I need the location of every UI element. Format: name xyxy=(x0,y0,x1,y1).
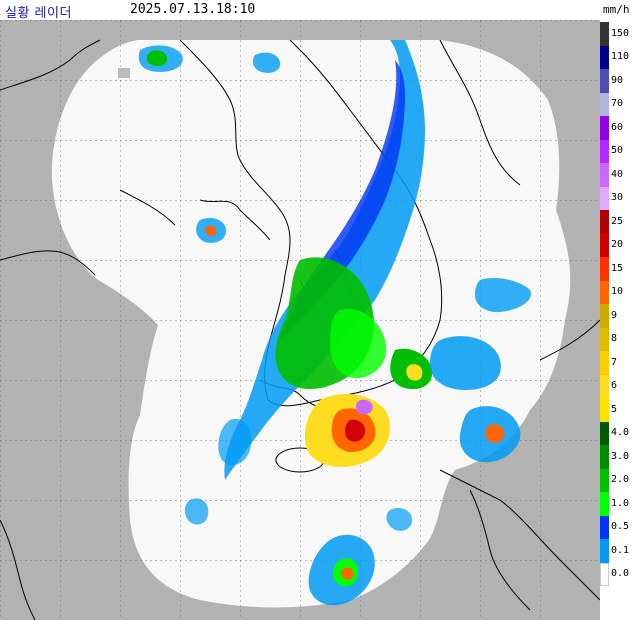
legend-label: 6 xyxy=(611,380,618,392)
legend-row: 70 xyxy=(600,92,635,116)
legend-label: 150 xyxy=(611,27,630,39)
legend-swatch xyxy=(600,163,609,187)
legend-row: 4.0 xyxy=(600,421,635,445)
legend-row: 0.5 xyxy=(600,515,635,539)
legend-swatch xyxy=(600,327,609,351)
legend-swatch xyxy=(600,539,609,563)
legend-label: 110 xyxy=(611,51,630,63)
legend-swatch xyxy=(600,492,609,516)
legend-swatch xyxy=(600,374,609,398)
legend-label: 3.0 xyxy=(611,450,630,462)
radar-map-canvas xyxy=(0,20,600,620)
legend-swatch xyxy=(600,304,609,328)
legend-row: 50 xyxy=(600,139,635,163)
legend-label: 60 xyxy=(611,121,624,133)
legend-swatch xyxy=(600,116,609,140)
legend-swatch xyxy=(600,45,609,69)
legend-swatch xyxy=(600,92,609,116)
legend-label: 4.0 xyxy=(611,427,630,439)
radar-echoes xyxy=(118,40,531,606)
legend-swatch xyxy=(600,421,609,445)
legend-row: 110 xyxy=(600,45,635,69)
legend-row: 150 xyxy=(600,22,635,46)
page-title: 실황 레이더 xyxy=(5,6,72,21)
legend-swatch xyxy=(600,280,609,304)
legend-row: 60 xyxy=(600,116,635,140)
legend-row: 1.0 xyxy=(600,492,635,516)
legend-label: 5 xyxy=(611,403,618,415)
precipitation-legend: 150 110 90 70 60 50 40 30 25 20 15 10 9 8 7 6 5 4.0 3.0 2.0… xyxy=(600,20,635,620)
legend-label: 90 xyxy=(611,74,624,86)
legend-swatch xyxy=(600,398,609,422)
legend-swatch xyxy=(600,351,609,375)
legend-label: 50 xyxy=(611,145,624,157)
legend-row: 7 xyxy=(600,351,635,375)
header-bar: 실황 레이더 2025.07.13.18:10 xyxy=(0,0,600,21)
legend-row: 15 xyxy=(600,257,635,281)
legend-row: 40 xyxy=(600,163,635,187)
legend-label: 1.0 xyxy=(611,497,630,509)
legend-swatch xyxy=(600,257,609,281)
radar-map[interactable] xyxy=(0,20,600,620)
legend-row: 6 xyxy=(600,374,635,398)
legend-unit: mm/h xyxy=(603,3,630,16)
legend-row: 0.1 xyxy=(600,539,635,563)
legend-label: 30 xyxy=(611,192,624,204)
legend-label: 2.0 xyxy=(611,474,630,486)
legend-swatch xyxy=(600,562,609,586)
legend-label: 7 xyxy=(611,356,618,368)
legend-label: 9 xyxy=(611,309,618,321)
legend-label: 40 xyxy=(611,168,624,180)
legend-swatch xyxy=(600,233,609,257)
legend-swatch xyxy=(600,515,609,539)
legend-row: 9 xyxy=(600,304,635,328)
legend-label: 15 xyxy=(611,262,624,274)
legend-swatch xyxy=(600,210,609,234)
legend-row: 3.0 xyxy=(600,445,635,469)
legend-row: 90 xyxy=(600,69,635,93)
legend-label: 10 xyxy=(611,286,624,298)
legend-row: 5 xyxy=(600,398,635,422)
legend-row: 30 xyxy=(600,186,635,210)
observation-timestamp: 2025.07.13.18:10 xyxy=(130,2,256,17)
legend-swatch xyxy=(600,445,609,469)
legend-row: 20 xyxy=(600,233,635,257)
legend-row: 0.0 xyxy=(600,562,635,586)
legend-label: 70 xyxy=(611,98,624,110)
legend-row: 25 xyxy=(600,210,635,234)
legend-label: 0.5 xyxy=(611,521,630,533)
legend-row: 2.0 xyxy=(600,468,635,492)
legend-label: 0.1 xyxy=(611,544,630,556)
legend-label: 20 xyxy=(611,239,624,251)
legend-swatch xyxy=(600,468,609,492)
legend-row: 8 xyxy=(600,327,635,351)
legend-row: 10 xyxy=(600,280,635,304)
legend-label: 8 xyxy=(611,333,618,345)
legend-swatch xyxy=(600,139,609,163)
legend-label: 0.0 xyxy=(611,568,630,580)
legend-swatch xyxy=(600,22,609,46)
legend-swatch xyxy=(600,186,609,210)
legend-swatch xyxy=(600,69,609,93)
legend-label: 25 xyxy=(611,215,624,227)
